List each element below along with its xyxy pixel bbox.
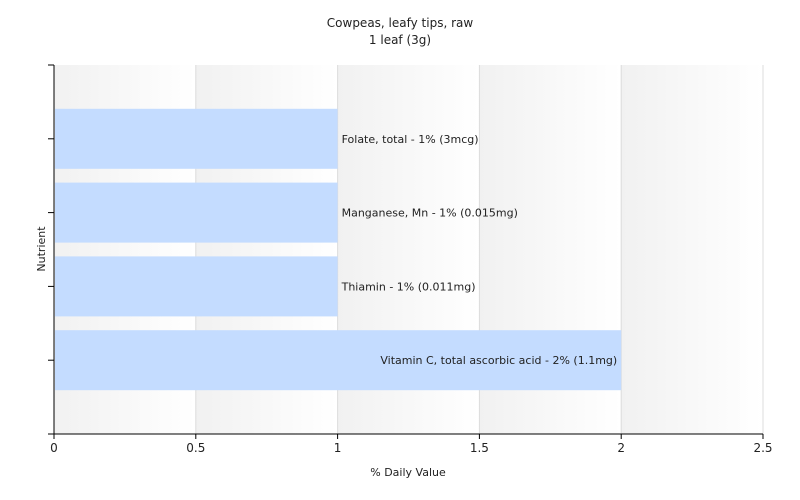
bar-label: Folate, total - 1% (3mcg) bbox=[342, 133, 479, 146]
x-tick-label: 2 bbox=[617, 441, 625, 455]
y-axis-title: Nutrient bbox=[35, 226, 48, 272]
bar bbox=[55, 330, 622, 391]
chart-subtitle: 1 leaf (3g) bbox=[369, 33, 431, 47]
x-axis-title: % Daily Value bbox=[370, 466, 446, 479]
x-tick-label: 1 bbox=[334, 441, 342, 455]
bar bbox=[55, 256, 338, 317]
bar-label: Thiamin - 1% (0.011mg) bbox=[341, 280, 476, 293]
bar bbox=[55, 108, 338, 169]
x-tick-label: 0 bbox=[50, 441, 58, 455]
bar-label: Vitamin C, total ascorbic acid - 2% (1.1… bbox=[380, 354, 617, 367]
x-tick-label: 1.5 bbox=[470, 441, 489, 455]
bar-label: Manganese, Mn - 1% (0.015mg) bbox=[342, 207, 518, 220]
x-tick-label: 0.5 bbox=[186, 441, 205, 455]
bar bbox=[55, 182, 338, 243]
chart-title: Cowpeas, leafy tips, raw bbox=[327, 16, 474, 30]
x-tick-label: 2.5 bbox=[753, 441, 772, 455]
plot-band bbox=[621, 65, 763, 434]
